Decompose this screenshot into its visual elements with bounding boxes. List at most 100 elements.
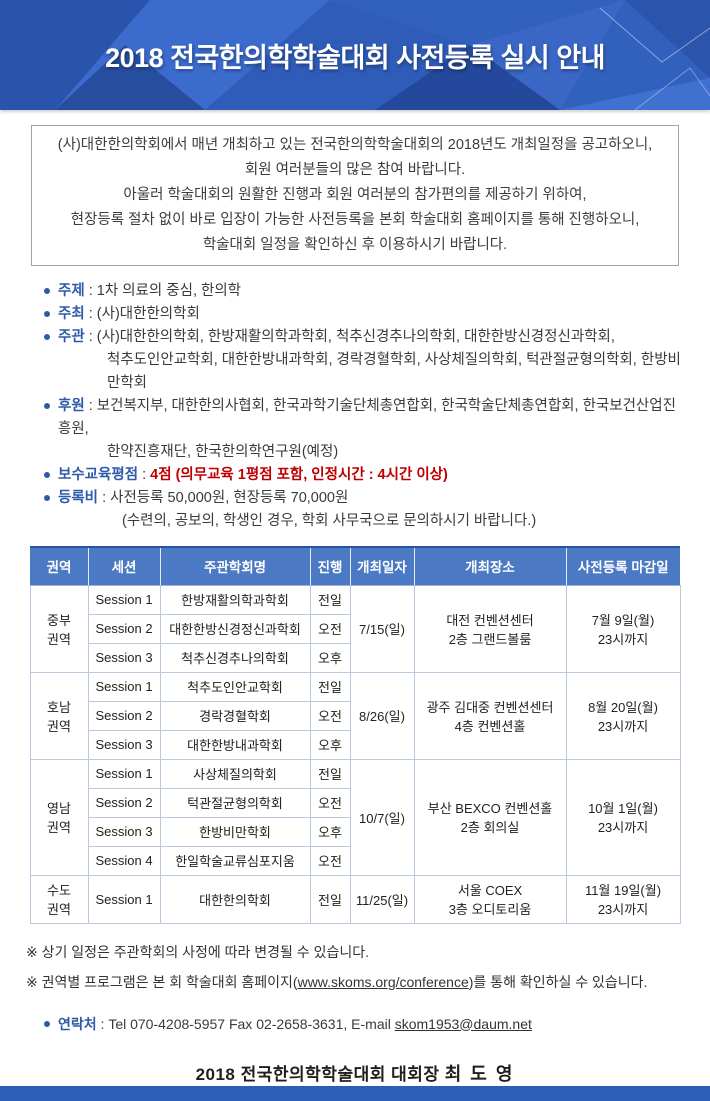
item-value: (사)대한한의학회, 한방재활의학과학회, 척추신경추나의학회, 대한한방신경정… (96, 329, 615, 345)
society-cell: 한일학술교류심포지움 (159, 845, 311, 876)
banner: 2018 전국한의학학술대회 사전등록 실시 안내 (0, 0, 710, 110)
society-cell: 척추신경추나의학회 (159, 642, 311, 673)
region-cell: 호남 권역 (29, 671, 89, 760)
colon: : (88, 306, 93, 322)
intro-line: (사)대한한의학회에서 매년 개최하고 있는 전국한의학학술대회의 2018년도… (57, 137, 653, 153)
society-cell: 한방비만학회 (159, 816, 311, 847)
item-value: 1차 의료의 중심, 한의학 (96, 283, 242, 299)
item-value-highlight: 4점 (의무교육 1평점 포함, 인정시간 : 4시간 이상) (150, 467, 448, 483)
col-header-session: 세션 (87, 546, 160, 586)
conference-website-link[interactable]: www.skoms.org/conference (297, 973, 469, 990)
item-label: 주제 (58, 283, 85, 299)
item-label: 주최 (58, 306, 85, 322)
note-program-website: ※ 권역별 프로그램은 본 회 학술대회 홈페이지(www.skoms.org/… (26, 967, 686, 997)
note-text: )를 통해 확인하실 수 있습니다. (468, 973, 648, 990)
deadline-cell: 7월 9일(월) 23시까지 (565, 584, 681, 673)
footnotes: ※ 상기 일정은 주관학회의 사정에 따라 변경될 수 있습니다. ※ 권역별 … (26, 937, 686, 997)
colon: : (88, 329, 93, 345)
col-header-venue: 개최장소 (413, 546, 566, 586)
col-header-date: 개최일자 (349, 546, 414, 586)
bullet-dot-icon (44, 403, 50, 409)
list-item-credit: 보수교육평점 : 4점 (의무교육 1평점 포함, 인정시간 : 4시간 이상) (44, 464, 682, 487)
time-cell: 오후 (309, 729, 351, 760)
list-item-sponsors: 후원 : 보건복지부, 대한한의사협회, 한국과학기술단체총연합회, 한국학술단… (44, 395, 682, 464)
region-cell: 중부 권역 (29, 584, 89, 673)
banner-polygon-background (0, 0, 710, 110)
session-cell: Session 3 (87, 729, 161, 760)
time-cell: 오전 (309, 845, 351, 876)
table-row: 수도 권역 Session 1 대한한의학회 전일 11/25(일) 서울 CO… (29, 874, 681, 924)
item-label: 보수교육평점 (58, 467, 139, 483)
table-row: Session 3 한방비만학회 오후 (30, 816, 680, 847)
list-item-subject: 주제 : 1차 의료의 중심, 한의학 (44, 280, 682, 303)
item-label: 후원 (58, 398, 85, 414)
time-cell: 전일 (309, 758, 351, 789)
schedule-table: 권역 세션 주관학회명 진행 개최일자 개최장소 사전등록 마감일 중부 권역 … (29, 546, 681, 924)
date-cell: 8/26(일) (349, 671, 415, 760)
colon: : (100, 1015, 105, 1032)
venue-cell: 광주 김대중 컨벤션센터 4층 컨벤션홀 (413, 671, 567, 760)
note-marker: ※ (26, 943, 38, 960)
table-row: Session 2 턱관절균형의학회 오전 (30, 787, 680, 818)
signature-prefix: 2018 전국한의학학술대회 대회장 (195, 1064, 440, 1084)
session-cell: Session 2 (87, 700, 161, 731)
session-cell: Session 4 (87, 845, 161, 876)
deadline-cell: 8월 20일(월) 23시까지 (565, 671, 681, 760)
info-list: 주제 : 1차 의료의 중심, 한의학 주최 : (사)대한한의학회 주관 : … (44, 280, 682, 533)
region-cell: 수도 권역 (29, 874, 89, 924)
colon: : (102, 490, 107, 506)
col-header-deadline: 사전등록 마감일 (565, 546, 680, 586)
signature: 2018 전국한의학학술대회 대회장 최 도 영 (0, 1060, 710, 1086)
list-item-organizers: 주관 : (사)대한한의학회, 한방재활의학과학회, 척추신경추나의학회, 대한… (44, 326, 682, 395)
item-label: 주관 (58, 329, 85, 345)
intro-line: 아울러 학술대회의 원활한 진행과 회원 여러분의 참가편의를 제공하기 위하여… (123, 187, 587, 203)
time-cell: 오전 (309, 613, 351, 644)
venue-cell: 대전 컨벤션센터 2층 그랜드볼룸 (413, 584, 567, 673)
note-text: 권역별 프로그램은 본 회 학술대회 홈페이지( (41, 973, 298, 990)
session-cell: Session 3 (87, 642, 161, 673)
item-label: 등록비 (58, 490, 99, 506)
item-value: 보건복지부, 대한한의사협회, 한국과학기술단체총연합회, 한국학술단체총연합회… (58, 398, 676, 437)
table-row: 영남 권역 Session 1 사상체질의학회 전일 10/7(일) 부산 BE… (29, 758, 681, 876)
contact-email-link[interactable]: skom1953@daum.net (394, 1015, 532, 1032)
society-cell: 척추도인안교학회 (159, 671, 311, 702)
society-cell: 대한한방신경정신과학회 (159, 613, 311, 644)
note-text: 상기 일정은 주관학회의 사정에 따라 변경될 수 있습니다. (41, 943, 369, 960)
session-cell: Session 1 (87, 671, 161, 702)
venue-cell: 부산 BEXCO 컨벤션홀 2층 회의실 (413, 758, 567, 876)
session-cell: Session 1 (87, 874, 161, 924)
item-value-continued: 척추도인안교학회, 대한한방내과학회, 경락경혈학회, 사상체질의학회, 턱관절… (107, 352, 681, 391)
col-header-region: 권역 (29, 546, 88, 586)
time-cell: 오전 (309, 787, 351, 818)
colon: : (88, 283, 93, 299)
note-schedule-change: ※ 상기 일정은 주관학회의 사정에 따라 변경될 수 있습니다. (26, 937, 686, 967)
col-header-society: 주관학회명 (159, 546, 310, 586)
contact-info: 연락처 : Tel 070-4208-5957 Fax 02-2658-3631… (44, 1013, 682, 1036)
table-row: Session 2 대한한방신경정신과학회 오전 (30, 613, 680, 644)
colon: : (142, 467, 147, 483)
time-cell: 오후 (309, 816, 351, 847)
item-value-continued: 한약진흥재단, 한국한의학연구원(예정) (107, 444, 339, 460)
contact-text: Tel 070-4208-5957 Fax 02-2658-3631, E-ma… (108, 1015, 395, 1032)
signature-name: 최 도 영 (444, 1063, 515, 1084)
society-cell: 대한한방내과학회 (159, 729, 311, 760)
deadline-cell: 10월 1일(월) 23시까지 (565, 758, 681, 876)
colon: : (88, 398, 93, 414)
page-title: 2018 전국한의학학술대회 사전등록 실시 안내 (105, 42, 605, 73)
session-cell: Session 2 (87, 787, 161, 818)
contact-label: 연락처 (58, 1015, 97, 1032)
society-cell: 대한한의학회 (159, 874, 311, 924)
bullet-dot-icon (44, 334, 50, 340)
session-cell: Session 1 (87, 758, 161, 789)
date-cell: 11/25(일) (349, 874, 415, 924)
col-header-time: 진행 (309, 546, 350, 586)
intro-line: 회원 여러분들의 많은 참여 바랍니다. (244, 162, 466, 178)
date-cell: 7/15(일) (349, 584, 415, 673)
table-row: Session 3 척추신경추나의학회 오후 (30, 642, 680, 673)
society-cell: 사상체질의학회 (159, 758, 311, 789)
table-header-row: 권역 세션 주관학회명 진행 개최일자 개최장소 사전등록 마감일 (29, 546, 680, 586)
intro-line: 현장등록 절차 없이 바로 입장이 가능한 사전등록을 본회 학술대회 홈페이지… (70, 212, 640, 228)
bullet-dot-icon (44, 495, 50, 501)
venue-cell: 서울 COEX 3층 오디토리움 (413, 874, 567, 924)
item-value: (사)대한한의학회 (96, 306, 200, 322)
